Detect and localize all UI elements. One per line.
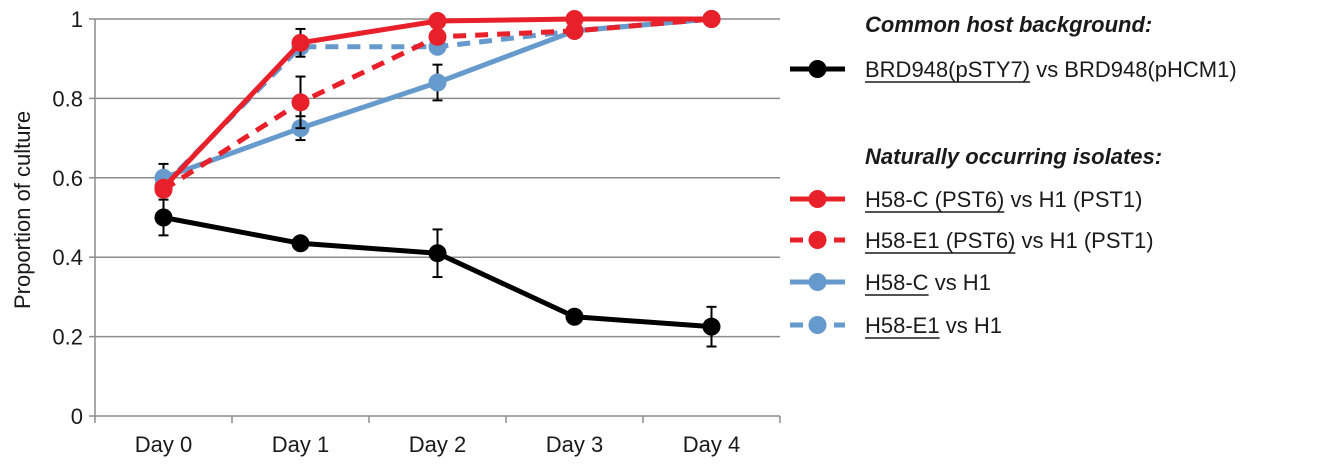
data-point [702, 317, 721, 336]
legend-entry: H58-E1 (PST6) vs H1 (PST1) [790, 228, 1154, 254]
series-1 [154, 10, 721, 197]
legend-entry: H58-C (PST6) vs H1 (PST1) [790, 187, 1143, 213]
legend-entry: BRD948(pSTY7) vs BRD948(pHCM1) [790, 57, 1237, 83]
data-point [291, 33, 310, 52]
legend-label-rest: vs H1 (PST1) [1004, 187, 1142, 212]
data-point [154, 178, 173, 197]
data-point [428, 244, 447, 263]
data-point [291, 93, 310, 112]
legend: Common host background: BRD948(pSTY7) vs … [790, 12, 1237, 339]
legend-marker [808, 60, 827, 78]
legend-marker [808, 231, 827, 249]
legend-marker [808, 273, 827, 291]
legend-label-rest: vs H1 [940, 313, 1002, 338]
data-point [565, 307, 584, 326]
legend-label-underlined: H58-C (PST6) [865, 187, 1004, 212]
y-tick-label: 0.6 [52, 166, 83, 191]
legend-label-rest: vs H1 (PST1) [1015, 228, 1153, 253]
data-point [428, 27, 447, 46]
x-tick-label: Day 3 [546, 432, 603, 457]
data-point [428, 73, 447, 92]
y-tick-label: 0 [71, 404, 83, 429]
legend-label-underlined: H58-E1 (PST6) [865, 228, 1015, 253]
series-layer [154, 10, 721, 348]
axis-layer: 0 0.2 0.4 0.6 0.8 1 Day 0 Day 1 Day 2 Day 3 Day 4 [52, 7, 781, 457]
y-tick-label: 0.4 [52, 245, 83, 270]
data-point [154, 208, 173, 227]
legend-label: H58-E1 (PST6) vs H1 (PST1) [865, 228, 1154, 253]
data-point [428, 11, 447, 30]
legend-label-rest: vs H1 [929, 270, 991, 295]
legend-marker [808, 190, 827, 208]
legend-label: BRD948(pSTY7) vs BRD948(pHCM1) [865, 57, 1237, 82]
data-point [702, 10, 721, 28]
legend-heading: Common host background: [865, 12, 1152, 37]
x-tick-label: Day 4 [683, 432, 740, 457]
legend-label: H58-C vs H1 [865, 270, 991, 295]
legend-label: H58-C (PST6) vs H1 (PST1) [865, 187, 1143, 212]
legend-entry: H58-E1 vs H1 [790, 313, 1002, 339]
y-axis-label: Proportion of culture [10, 111, 35, 309]
legend-heading: Naturally occurring isolates: [865, 144, 1162, 169]
legend-label-underlined: H58-C [865, 270, 929, 295]
series-0 [154, 198, 721, 348]
legend-label-underlined: H58-E1 [865, 313, 940, 338]
data-point [565, 10, 584, 28]
legend-label: H58-E1 vs H1 [865, 313, 1002, 338]
x-tick-label: Day 2 [409, 432, 466, 457]
y-tick-label: 0.2 [52, 325, 83, 350]
y-tick-label: 0.8 [52, 86, 83, 111]
legend-label-underlined: BRD948(pSTY7) [865, 57, 1030, 82]
legend-marker [808, 316, 827, 334]
x-tick-label: Day 0 [135, 432, 192, 457]
x-tick-label: Day 1 [272, 432, 329, 457]
y-tick-label: 1 [71, 7, 83, 32]
data-point [291, 234, 310, 253]
legend-label-rest: vs BRD948(pHCM1) [1030, 57, 1237, 82]
legend-entry: H58-C vs H1 [790, 270, 991, 296]
